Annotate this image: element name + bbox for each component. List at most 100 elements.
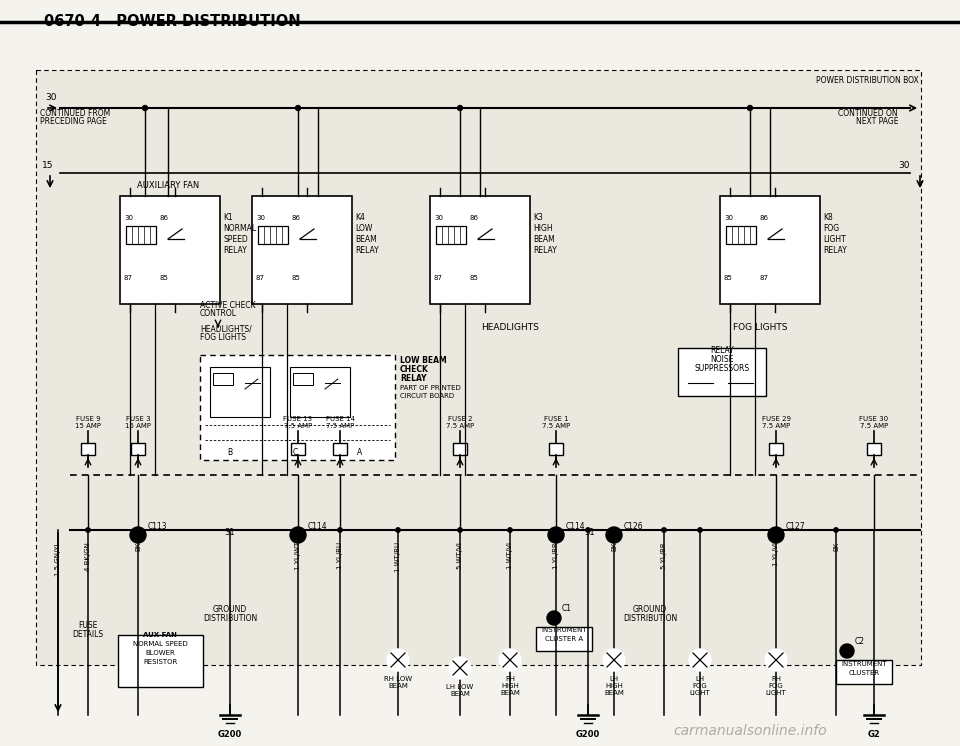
Circle shape — [396, 528, 400, 532]
Text: INSTRUMENT: INSTRUMENT — [541, 627, 587, 633]
Text: LH
HIGH
BEAM: LH HIGH BEAM — [604, 676, 624, 696]
Bar — [430, 196, 530, 304]
Text: FUSE 14
7.5 AMP: FUSE 14 7.5 AMP — [325, 416, 354, 429]
Text: DETAILS: DETAILS — [72, 630, 104, 639]
Text: NOISE: NOISE — [710, 355, 733, 364]
Text: 1 YL/BU: 1 YL/BU — [337, 542, 343, 569]
Text: SUPPRESSORS: SUPPRESSORS — [694, 364, 750, 373]
Circle shape — [586, 528, 590, 532]
Text: 31: 31 — [225, 528, 235, 537]
Text: 3: 3 — [135, 532, 140, 538]
Text: RH
HIGH
BEAM: RH HIGH BEAM — [500, 676, 520, 696]
Text: BK: BK — [833, 542, 839, 551]
Bar — [81, 443, 95, 455]
Bar — [252, 196, 352, 304]
Circle shape — [296, 528, 300, 532]
Text: PRECEDING PAGE: PRECEDING PAGE — [40, 117, 107, 126]
Text: 87: 87 — [434, 275, 443, 281]
Text: 1.5 GN/YL: 1.5 GN/YL — [55, 542, 61, 577]
Circle shape — [458, 105, 463, 110]
Circle shape — [338, 528, 342, 532]
Text: 1 YL/VI: 1 YL/VI — [773, 542, 779, 566]
Text: C114: C114 — [308, 522, 327, 531]
Bar — [210, 367, 270, 417]
Text: BK: BK — [135, 542, 141, 551]
Text: NEXT PAGE: NEXT PAGE — [855, 117, 898, 126]
Bar — [453, 443, 467, 455]
Text: FUSE 13
7.5 AMP: FUSE 13 7.5 AMP — [283, 416, 313, 429]
Text: CLUSTER A: CLUSTER A — [545, 636, 583, 642]
Bar — [769, 443, 783, 455]
Text: 30: 30 — [434, 215, 443, 221]
Text: C126: C126 — [624, 522, 643, 531]
Text: BLOWER: BLOWER — [145, 650, 175, 656]
Text: 30: 30 — [256, 215, 265, 221]
Bar — [120, 196, 220, 304]
Text: 30: 30 — [724, 215, 733, 221]
Text: GROUND: GROUND — [633, 605, 667, 614]
Bar — [131, 443, 145, 455]
Text: ACTIVE CHECK: ACTIVE CHECK — [200, 301, 255, 310]
Circle shape — [449, 657, 471, 679]
Text: 87: 87 — [124, 275, 133, 281]
Text: G200: G200 — [218, 730, 242, 739]
Text: 5 YL/BR: 5 YL/BR — [661, 542, 667, 568]
Bar — [536, 627, 592, 651]
Text: 30: 30 — [45, 93, 57, 102]
Circle shape — [748, 105, 753, 110]
Bar — [836, 660, 892, 684]
Bar — [118, 635, 203, 687]
Bar — [258, 226, 288, 244]
Text: 1 YL/BR: 1 YL/BR — [553, 542, 559, 568]
Text: PART OF PRINTED: PART OF PRINTED — [400, 385, 461, 391]
Text: 87: 87 — [760, 275, 769, 281]
Text: HEADLIGHTS/: HEADLIGHTS/ — [200, 325, 252, 334]
Text: AUX FAN: AUX FAN — [143, 632, 177, 638]
Text: K3
HIGH
BEAM
RELAY: K3 HIGH BEAM RELAY — [533, 213, 557, 255]
Circle shape — [142, 105, 148, 110]
Text: 3: 3 — [554, 532, 559, 538]
Text: FUSE 30
7.5 AMP: FUSE 30 7.5 AMP — [859, 416, 889, 429]
Text: AUXILIARY FAN: AUXILIARY FAN — [137, 181, 199, 190]
Text: FOG LIGHTS: FOG LIGHTS — [732, 323, 787, 332]
Text: NORMAL SPEED: NORMAL SPEED — [132, 641, 187, 647]
Text: 86: 86 — [160, 215, 169, 221]
Text: 15: 15 — [42, 161, 54, 170]
Circle shape — [135, 528, 140, 532]
Text: 87: 87 — [256, 275, 265, 281]
Text: RELAY: RELAY — [400, 374, 426, 383]
Text: LH
FOG
LIGHT: LH FOG LIGHT — [689, 676, 710, 696]
Text: B: B — [228, 448, 232, 457]
Circle shape — [548, 527, 564, 543]
Circle shape — [458, 528, 462, 532]
Text: G200: G200 — [576, 730, 600, 739]
Circle shape — [296, 105, 300, 110]
Bar — [293, 373, 313, 385]
Text: FUSE 3
15 AMP: FUSE 3 15 AMP — [125, 416, 151, 429]
Circle shape — [689, 649, 711, 671]
Text: 1 WT/BU: 1 WT/BU — [395, 542, 401, 572]
Text: 86: 86 — [292, 215, 301, 221]
Circle shape — [387, 649, 409, 671]
Text: CLUSTER: CLUSTER — [849, 670, 879, 676]
Text: CONTINUED ON: CONTINUED ON — [838, 109, 898, 118]
Bar — [36, 70, 921, 665]
Bar — [213, 373, 233, 385]
Text: C113: C113 — [148, 522, 168, 531]
Text: 22: 22 — [843, 648, 851, 653]
Circle shape — [603, 649, 625, 671]
Circle shape — [508, 528, 513, 532]
Text: FUSE 1
7.5 AMP: FUSE 1 7.5 AMP — [541, 416, 570, 429]
Text: 5 WT/VI: 5 WT/VI — [457, 542, 463, 569]
Text: 85: 85 — [160, 275, 169, 281]
Text: BK: BK — [611, 542, 617, 551]
Circle shape — [698, 528, 702, 532]
Text: 3: 3 — [296, 532, 300, 538]
Text: 1 WT/VI: 1 WT/VI — [507, 542, 513, 569]
Text: 1 YL/WT: 1 YL/WT — [295, 542, 301, 571]
Text: C127: C127 — [786, 522, 805, 531]
Circle shape — [606, 527, 622, 543]
Circle shape — [840, 644, 854, 658]
Bar — [867, 443, 881, 455]
Bar — [126, 226, 156, 244]
